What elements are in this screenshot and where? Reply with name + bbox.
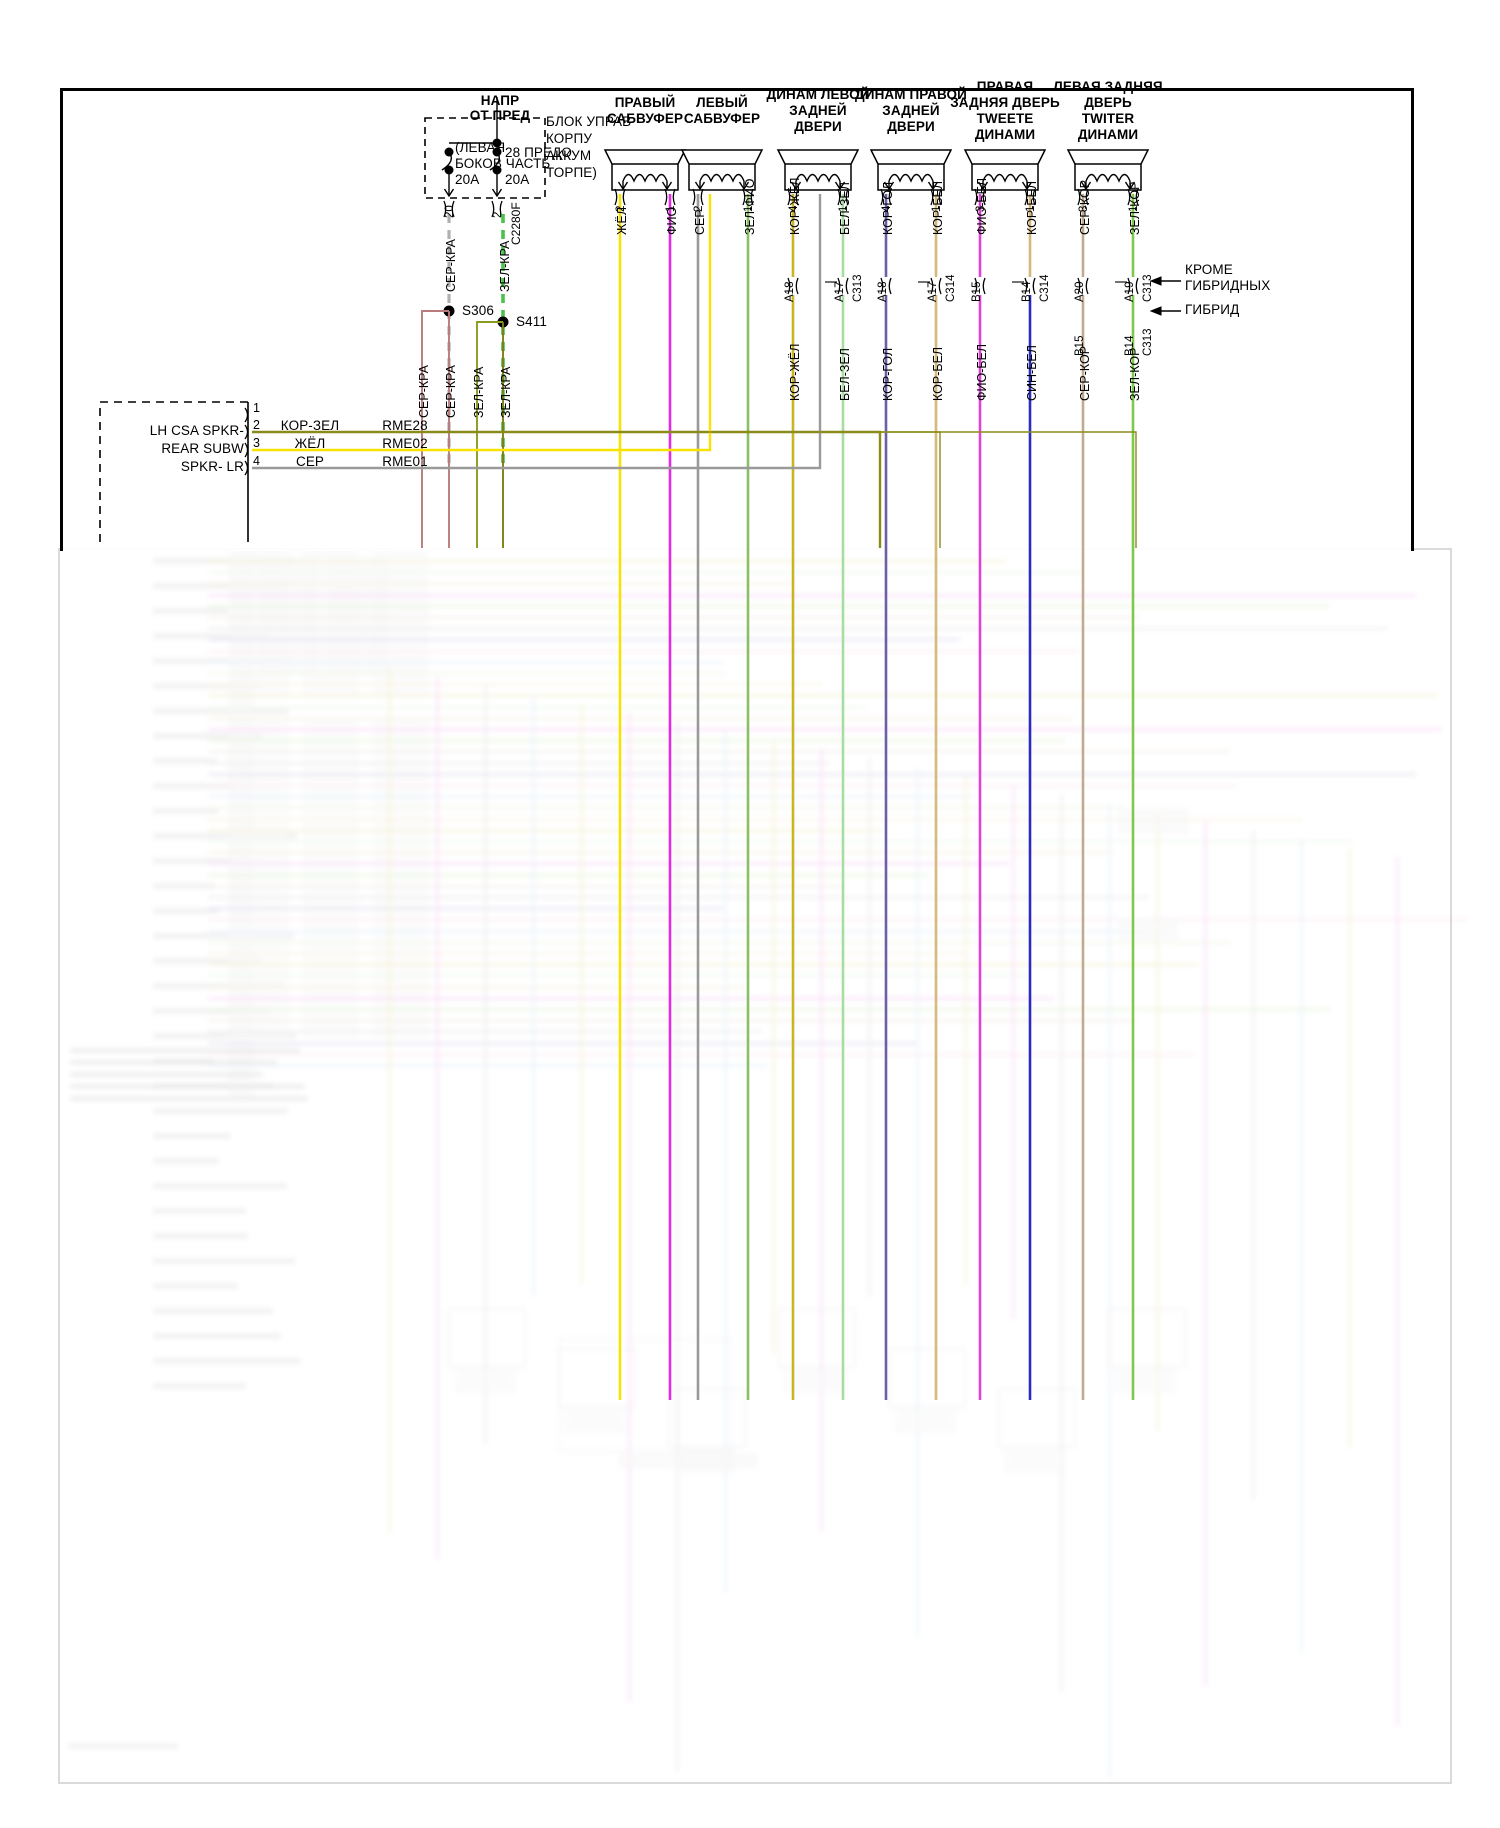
wire-color-left-rear-door-speaker-0: КОР-ЖЁЛ: [788, 178, 802, 235]
wire-zel-kra-a: ЗЕЛ-КРА: [472, 367, 486, 418]
wire-color-below-left-rear-door-tweeter-0: СЕР-КОР: [1078, 346, 1092, 401]
splice-s306-label: S306: [462, 303, 522, 318]
module-wire-color-3: ЖЁЛ: [260, 436, 360, 451]
conn-pin-left-rear-door-tweeter-1: A19: [1124, 282, 1136, 302]
note-except-hybrid: КРОМЕ ГИБРИДНЫХ: [1185, 262, 1295, 294]
module-pin-name-4: SPKR- LR: [38, 459, 244, 474]
module-wire-color-2: КОР-ЗЕЛ: [260, 418, 360, 433]
module-pin-number-1: 1: [253, 401, 273, 416]
wire-color-right-rear-door-tweeter-0: ФИО-БЕЛ: [975, 178, 989, 235]
conn-pin-right-rear-door-speaker-0: A18: [877, 282, 889, 302]
connector-c2280f: C2280F: [509, 202, 523, 245]
wire-color-right-subwoofer-1: ФИО: [665, 207, 679, 235]
conn-pin-left-rear-door-speaker-1: A17: [834, 282, 846, 302]
fuse-right-pin: 2: [492, 212, 504, 218]
module-wire-color-4: СЕР: [260, 454, 360, 469]
wire-color-below-left-rear-door-speaker-1: БЕЛ-ЗЕЛ: [838, 348, 852, 401]
splice-s411-label: S411: [516, 314, 576, 329]
wire-color-below-right-rear-door-speaker-1: КОР-БЕЛ: [931, 347, 945, 401]
module-circuit-2: RME28: [355, 418, 455, 433]
wire-color-right-subwoofer-0: ЖЁЛ: [615, 207, 629, 235]
wire-color-below-right-rear-door-tweeter-1: СИН-БЕЛ: [1025, 345, 1039, 401]
wire-zel-kra-b: ЗЕЛ-КРА: [499, 367, 513, 418]
wiring-diagram-page: НАПР ОТ ПРЕД БЛОК УПРАВ КОРПУ АККУМ ТОРПЕ…: [0, 0, 1500, 1828]
connector-id-right-rear-door-speaker-1: C314: [945, 275, 957, 303]
connector-id-right-rear-door-tweeter-1: C314: [1039, 275, 1051, 303]
wire-color-left-subwoofer-1: ЗЕЛ-ФИО: [743, 179, 757, 235]
wire-color-left-rear-door-tweeter-0: СЕР-КОР: [1078, 180, 1092, 235]
fuse-right-id: 28 ПРЕДО: [505, 145, 595, 160]
wire-color-left-subwoofer-0: СЕР: [693, 209, 707, 235]
connector-id-left-rear-door-speaker-1: C313: [852, 275, 864, 303]
wire-label-zel-kra-top: ЗЕЛ-КРА: [498, 241, 512, 292]
wire-color-below-left-rear-door-tweeter-1: ЗЕЛ-КОР: [1128, 348, 1142, 401]
component-label-left-rear-door-tweeter: ЛЕВАЯ ЗАДНЯЯ ДВЕРЬ TWITER ДИНАМИ: [1013, 79, 1203, 143]
wire-label-ser-kra-top: СЕР-КРА: [444, 239, 458, 292]
conn-pin-left-rear-door-tweeter-0: A20: [1074, 282, 1086, 302]
wire-color-right-rear-door-speaker-0: КОР-ГОЛ: [881, 182, 895, 235]
wire-color-left-rear-door-speaker-1: БЕЛ-ЗЕЛ: [838, 182, 852, 235]
fuse-left-pin: 20: [444, 205, 456, 218]
module-circuit-4: RME01: [355, 454, 455, 469]
connector-id-below-left-rear-door-tweeter-1: C313: [1142, 329, 1154, 357]
module-pin-name-2: LH CSA SPKR-: [38, 423, 244, 438]
module-circuit-3: RME02: [355, 436, 455, 451]
wire-ser-kra-a: СЕР-КРА: [417, 365, 431, 418]
conn-pin-right-rear-door-speaker-1: A17: [927, 282, 939, 302]
wire-ser-kra-b: СЕР-КРА: [444, 365, 458, 418]
conn-pin-right-rear-door-tweeter-0: B15: [971, 282, 983, 302]
conn-pin-right-rear-door-tweeter-1: B14: [1021, 282, 1033, 302]
connector-id-left-rear-door-tweeter-1: C313: [1142, 275, 1154, 303]
wire-color-below-right-rear-door-speaker-0: КОР-ГОЛ: [881, 348, 895, 401]
wire-color-left-rear-door-tweeter-1: ЗЕЛ-КОР: [1128, 182, 1142, 235]
wire-color-right-rear-door-tweeter-1: КОР-БЕЛ: [1025, 181, 1039, 235]
module-pin-name-3: REAR SUBW: [38, 441, 244, 456]
wire-color-below-right-rear-door-tweeter-0: ФИО-БЕЛ: [975, 344, 989, 401]
fuse-left-amp: 20A: [455, 172, 495, 187]
conn-pin-left-rear-door-speaker-0: A18: [784, 282, 796, 302]
fuse-right-amp: 20A: [505, 172, 545, 187]
wire-color-right-rear-door-speaker-1: КОР-БЕЛ: [931, 181, 945, 235]
note-hybrid: ГИБРИД: [1185, 302, 1275, 317]
wire-color-below-left-rear-door-speaker-0: КОР-ЖЁЛ: [788, 344, 802, 401]
